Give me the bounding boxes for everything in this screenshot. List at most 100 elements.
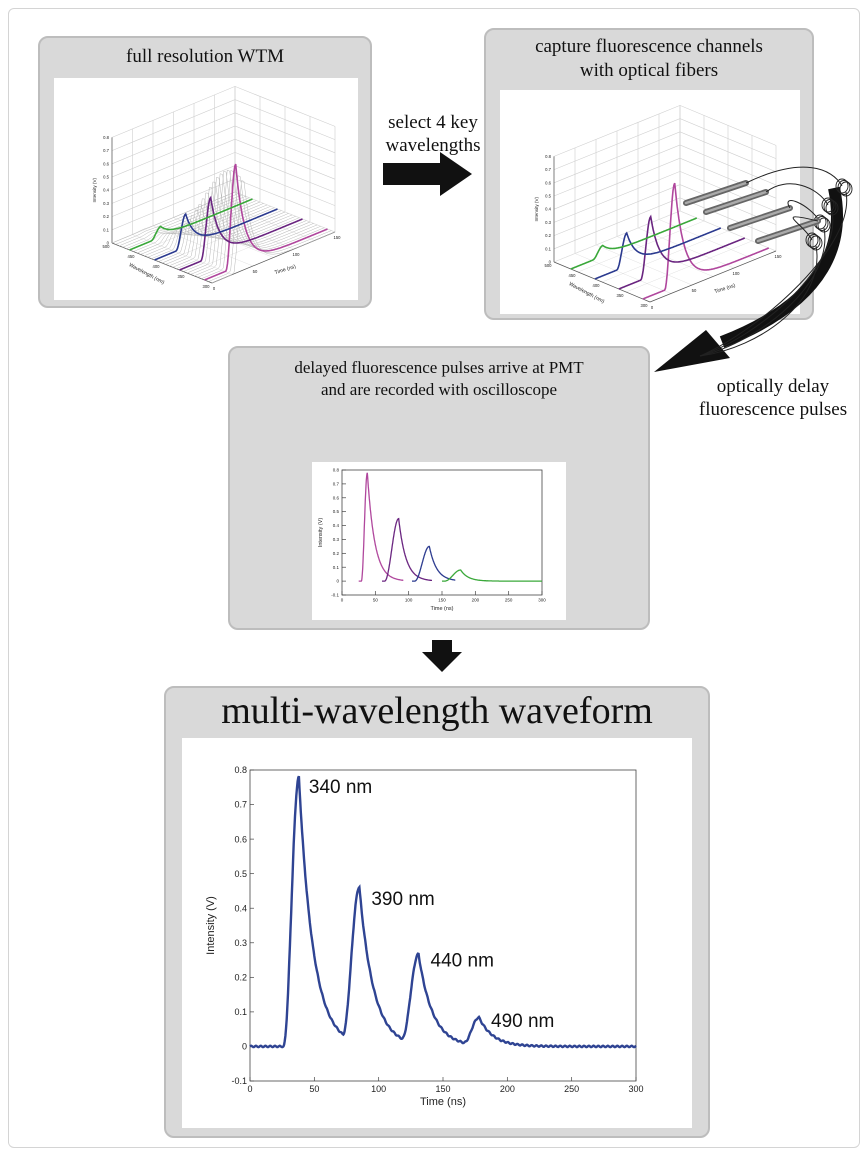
wtm-3d-chart: 00.10.20.30.40.50.60.70.8500450400350300…: [92, 86, 342, 291]
z-tick-label: 0.5: [103, 175, 109, 180]
grid-line: [111, 112, 336, 165]
z-tick-label: 0.1: [545, 246, 551, 251]
grid-line: [111, 125, 336, 178]
grid-line: [553, 131, 777, 184]
grid-line: [553, 210, 681, 263]
y-tick-label: 0: [242, 1042, 247, 1052]
z-tick-label: 0.4: [103, 188, 109, 193]
wavelength-tick-label: 350: [178, 274, 186, 279]
y-tick-label: 0.3: [333, 537, 340, 542]
mesh-line: [136, 201, 261, 254]
time-tick-label: 0: [213, 286, 216, 291]
intensity-axis-label: Intensity (V): [92, 177, 97, 202]
final-panel-title: multi-wavelength waveform: [221, 690, 653, 732]
mesh-line: [151, 207, 275, 259]
grid-line: [553, 118, 777, 170]
delay-step-label: optically delay fluorescence pulses: [680, 376, 866, 422]
pmt-series-green: [442, 569, 542, 582]
x-tick-label: 50: [373, 598, 379, 603]
axes-3d: [111, 86, 336, 284]
time-axis-label: Time (ns): [714, 283, 737, 295]
mesh-line: [197, 169, 321, 278]
y-tick-label: 0.6: [333, 495, 340, 500]
grid-line: [111, 86, 336, 138]
wtm-series-magenta: [204, 163, 328, 281]
capture-panel: capture fluorescence channels with optic…: [484, 28, 814, 320]
x-tick-label: 250: [564, 1084, 579, 1094]
x-tick-label: 300: [538, 598, 546, 603]
y-tick-label: 0.6: [234, 834, 247, 844]
y-tick-label: 0: [336, 579, 339, 584]
final-chart: 0 50 100 150 200 250 300-0.100.10.20.30.40.50.…: [205, 765, 644, 1108]
grid-line: [553, 197, 777, 250]
x-tick-label: 50: [309, 1084, 319, 1094]
y-tick-label: 0.7: [234, 800, 247, 810]
mesh-line: [111, 191, 236, 244]
x-tick-label: 150: [435, 1084, 450, 1094]
axes-3d: [553, 105, 777, 303]
wavelength-tick-label: 400: [593, 283, 601, 288]
capture-series-blue: [594, 227, 722, 280]
wtm-series-blue: [154, 208, 278, 261]
y-tick-label: 0.1: [234, 1007, 247, 1017]
time-tick-label: 50: [253, 269, 258, 274]
intensity-axis-label: Intensity (V): [534, 196, 539, 221]
final-plot: 0 50 100 150 200 250 300 -0.1 0 0.1 0.2 0.3 0.4 0.5 0.…: [182, 738, 692, 1128]
mesh-line: [176, 192, 300, 269]
x-tick-label: 0: [247, 1084, 252, 1094]
z-tick-label: 0.4: [545, 207, 551, 212]
capture-plot: 0 0.1 0.2 0.3 0.4 0.5 0.6 0.7 0.8 500 450 400 350 300…: [500, 90, 800, 314]
mesh-line: [133, 200, 257, 252]
z-tick-label: 0.7: [545, 167, 551, 172]
mesh-line: [211, 180, 336, 284]
mesh-line: [147, 206, 271, 258]
capture-panel-title-line2: with optical fibers: [579, 60, 719, 81]
mesh-line: [140, 203, 264, 255]
time-tick-label: 100: [293, 252, 301, 257]
x-tick-label: 250: [505, 598, 513, 603]
z-tick-label: 0.3: [545, 220, 551, 225]
x-tick-label: 150: [438, 598, 446, 603]
mesh-line: [122, 196, 246, 248]
wtm-series-green: [129, 198, 253, 251]
x-axis-label: Time (ns): [430, 606, 453, 612]
y-tick-label: 0.3: [234, 938, 247, 948]
z-tick-label: 0.1: [103, 227, 109, 232]
z-tick-label: 0.5: [545, 194, 551, 199]
mesh-line: [126, 197, 250, 249]
time-tick-label: 150: [775, 254, 783, 259]
delay-step-line2: fluorescence pulses: [698, 398, 848, 420]
wavelength-tick-label: 450: [569, 273, 577, 278]
capture-series-green: [570, 217, 698, 270]
wavelength-tick-label: 500: [545, 263, 553, 268]
wavelength-axis-label: Wavelength (nm): [568, 281, 606, 305]
y-tick-label: 0.5: [234, 869, 247, 879]
wavelength-tick-label: 300: [641, 303, 649, 308]
time-tick-label: 150: [334, 235, 342, 240]
y-axis-label: Intensity (V): [205, 896, 217, 955]
y-tick-label: 0.4: [234, 903, 247, 913]
z-tick-label: 0.6: [103, 161, 109, 166]
capture-3d-chart: 00.10.20.30.40.50.60.70.8500450400350300…: [534, 105, 783, 310]
mesh-line: [168, 204, 293, 267]
peak-label-490-nm: 490 nm: [491, 1011, 554, 1032]
select-step-line1: select 4 key: [388, 112, 478, 133]
y-tick-label: 0.8: [234, 765, 247, 775]
y-tick-label: 0.2: [234, 972, 247, 982]
wtm-panel: full resolution WTM 0 0.1 0.2 0.3 0.4 0.5 0.6 0…: [38, 36, 372, 308]
wavelength-axis-label: Wavelength (nm): [128, 262, 166, 286]
wavelength-axis: [553, 261, 651, 303]
select-step-line2: wavelengths: [385, 134, 481, 156]
y-tick-label: -0.1: [331, 593, 339, 598]
time-tick-label: 100: [733, 271, 741, 276]
mesh-line: [208, 175, 332, 282]
wavelength-tick-label: 450: [128, 254, 136, 259]
y-tick-label: -0.1: [231, 1076, 247, 1086]
mesh-line: [183, 181, 307, 272]
mesh-line: [186, 176, 311, 274]
capture-panel-title-line1: capture fluorescence channels: [535, 36, 763, 57]
pmt-plot: 0 50 100 150 200 250 300 -0.1 0 0.1 0.2 0.3 0.4 0.5 0.…: [312, 462, 566, 620]
z-tick-label: 0.6: [545, 180, 551, 185]
y-tick-label: 0.1: [333, 565, 340, 570]
wavelength-tick-label: 350: [617, 293, 625, 298]
